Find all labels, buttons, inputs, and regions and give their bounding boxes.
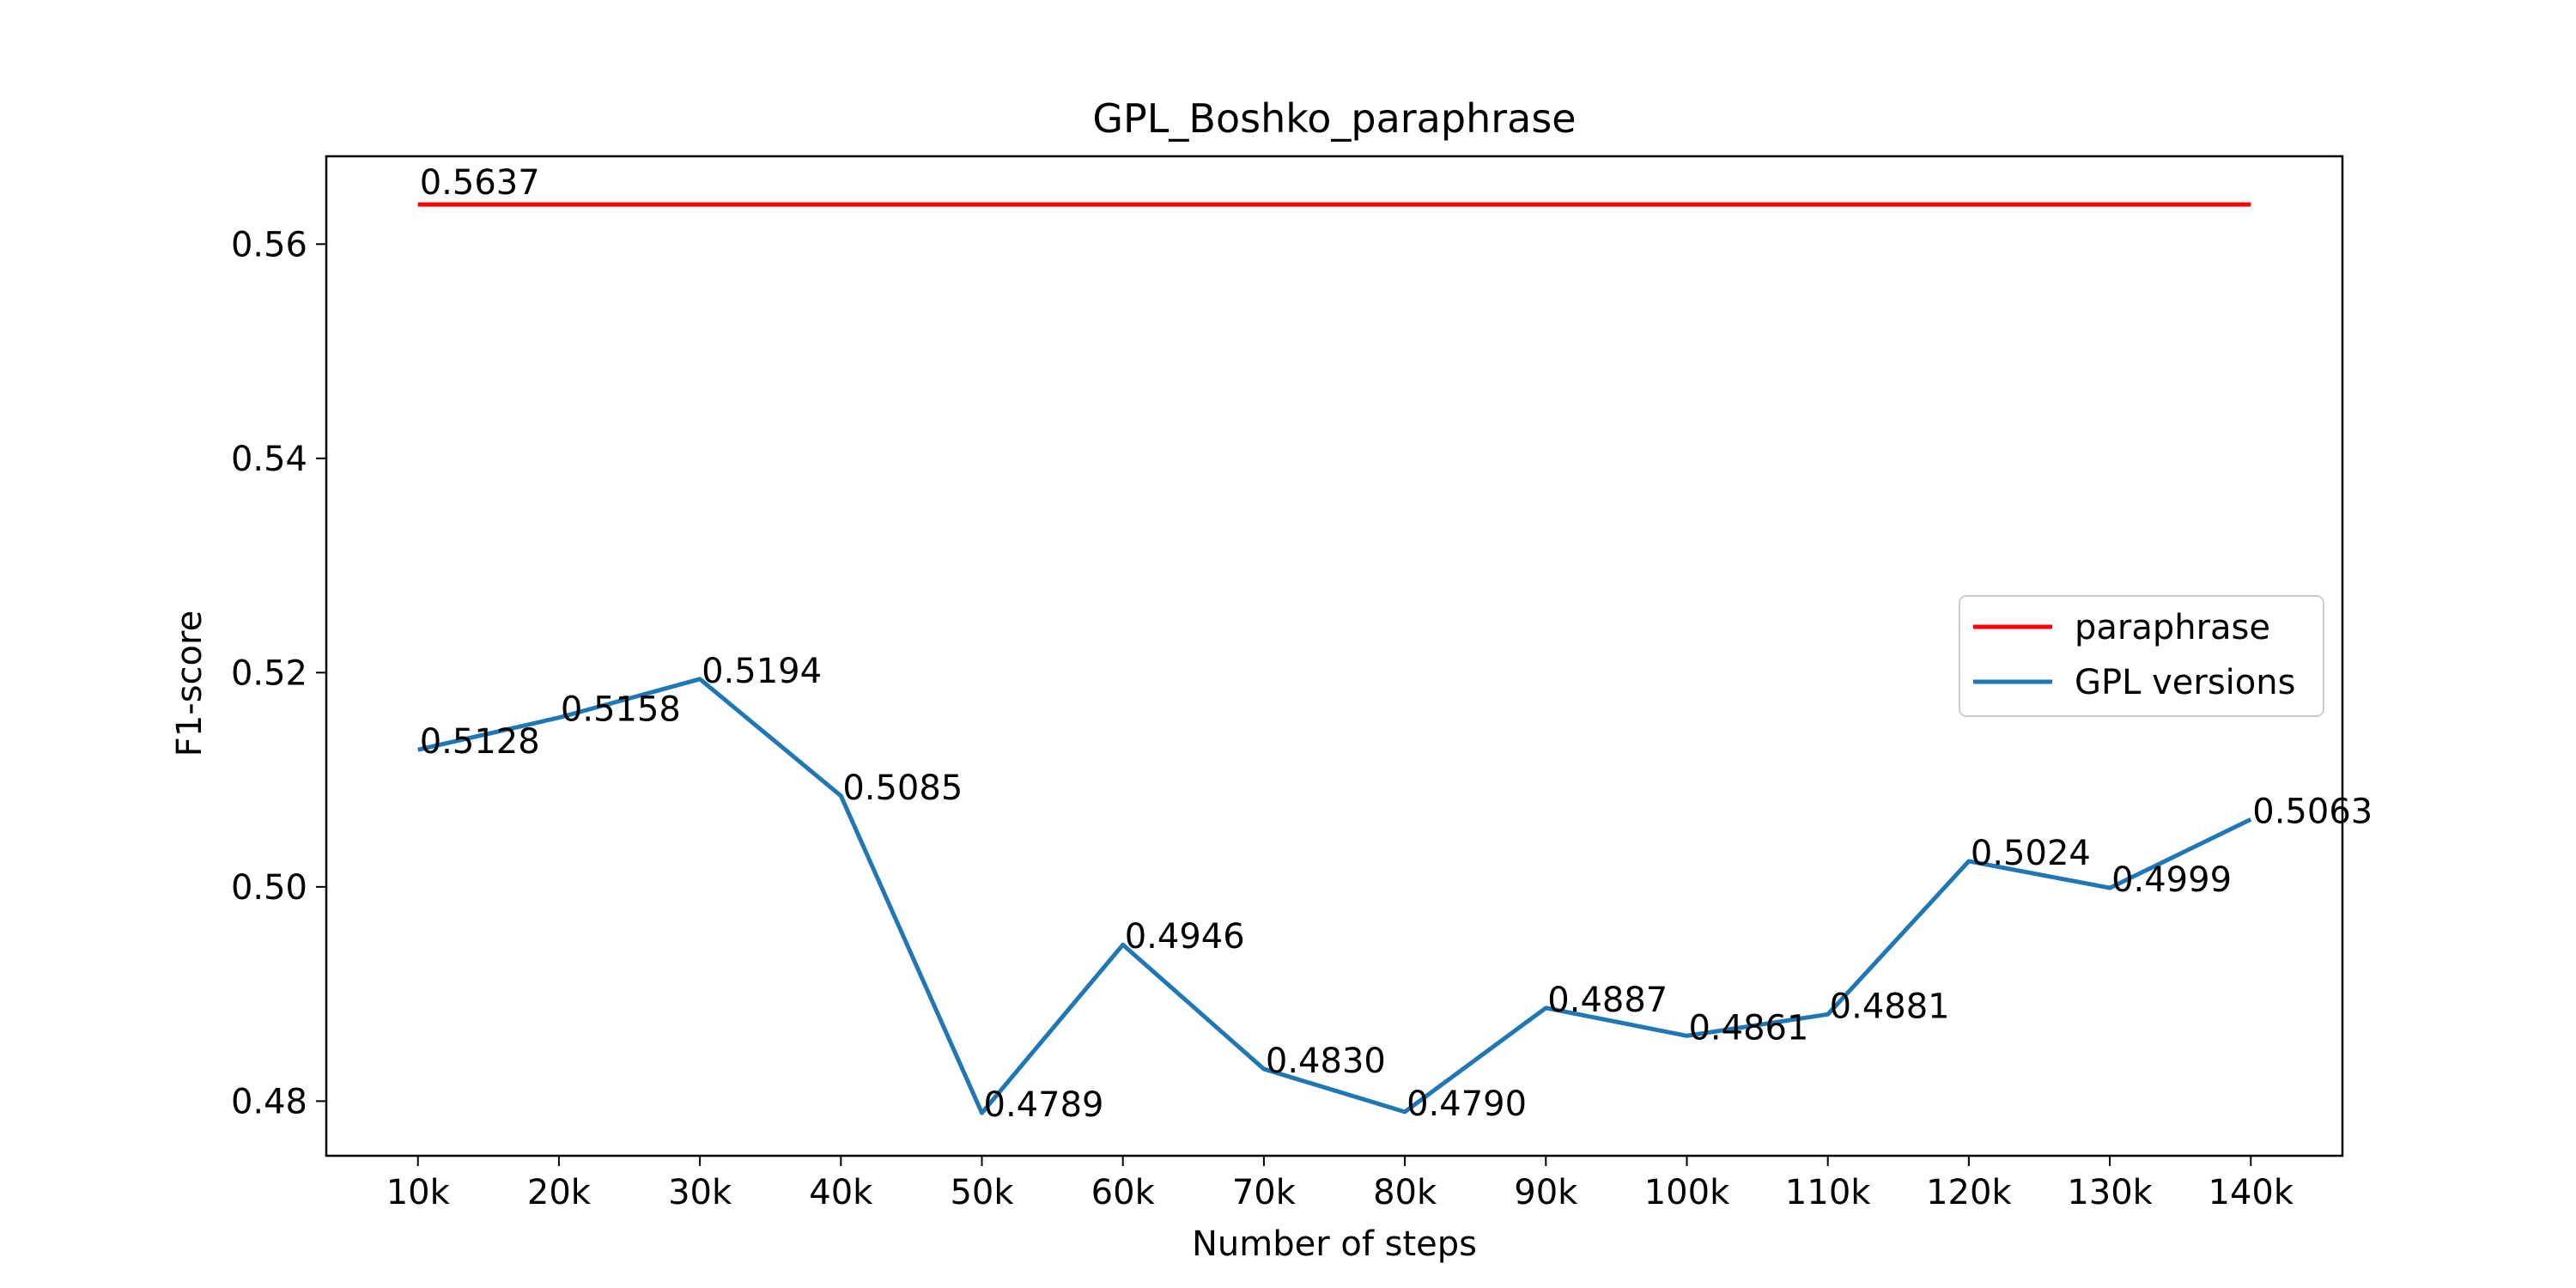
data-label-paraphrase: 0.5637	[420, 163, 540, 203]
x-tick-label: 10k	[386, 1173, 451, 1212]
data-label-gpl-versions: 0.4789	[984, 1085, 1104, 1125]
data-label-gpl-versions: 0.5158	[561, 690, 681, 730]
data-label-gpl-versions: 0.5063	[2252, 792, 2372, 831]
plot-frame	[325, 155, 2344, 1157]
data-label-gpl-versions: 0.4946	[1125, 917, 1245, 957]
y-tick-label: 0.50	[231, 868, 307, 908]
data-labels: 0.5637 0.5128 0.5158 0.5194 0.5085 0.4789 0.49…	[420, 163, 2373, 1125]
data-label-gpl-versions: 0.4790	[1406, 1084, 1527, 1124]
legend-label-gpl-versions: GPL versions	[2075, 663, 2295, 702]
y-tick-label: 0.48	[231, 1082, 307, 1121]
data-label-gpl-versions: 0.4830	[1266, 1042, 1386, 1081]
x-tick-label: 70k	[1232, 1173, 1297, 1212]
y-tick-label: 0.54	[231, 440, 307, 479]
x-tick-label: 60k	[1091, 1173, 1156, 1212]
y-tick-label: 0.52	[231, 653, 307, 693]
x-tick-label: 140k	[2208, 1173, 2294, 1212]
data-label-gpl-versions: 0.4887	[1547, 981, 1668, 1020]
data-label-gpl-versions: 0.5024	[1971, 834, 2091, 873]
series-layer	[417, 202, 2252, 1115]
x-tick-label: 40k	[809, 1173, 873, 1212]
x-tick-label: 50k	[950, 1173, 1014, 1212]
x-tick-label: 100k	[1644, 1173, 1730, 1212]
x-tick-label: 30k	[668, 1173, 732, 1212]
x-tick-label: 20k	[527, 1173, 592, 1212]
x-axis-label: Number of steps	[1192, 1224, 1477, 1264]
data-label-gpl-versions: 0.4999	[2111, 860, 2232, 900]
plot-area	[325, 155, 2344, 1157]
x-tick-label: 130k	[2067, 1173, 2153, 1212]
data-label-gpl-versions: 0.4861	[1688, 1008, 1808, 1048]
x-tick-label: 110k	[1785, 1173, 1871, 1212]
x-tick-label: 120k	[1926, 1173, 2012, 1212]
legend: paraphrase GPL versions	[1959, 595, 2324, 717]
y-tick-label: 0.56	[231, 225, 307, 264]
data-label-gpl-versions: 0.5085	[842, 769, 963, 808]
x-tick-label: 90k	[1514, 1173, 1578, 1212]
x-tick-label: 80k	[1373, 1173, 1437, 1212]
data-label-gpl-versions: 0.4881	[1830, 987, 1950, 1026]
x-axis: 10k 20k 30k 40k 50k 60k 70k 80k 90k 100k 110k 120k 1…	[386, 1156, 2294, 1212]
data-label-gpl-versions: 0.5128	[420, 722, 540, 762]
y-axis-label: F1-score	[170, 611, 210, 756]
y-axis: 0.48 0.50 0.52 0.54 0.56	[231, 225, 326, 1121]
data-label-gpl-versions: 0.5194	[702, 652, 822, 691]
legend-label-paraphrase: paraphrase	[2075, 608, 2270, 647]
series-line-gpl-versions	[417, 677, 2252, 1115]
chart-title: GPL_Boshko_paraphrase	[1092, 95, 1576, 142]
